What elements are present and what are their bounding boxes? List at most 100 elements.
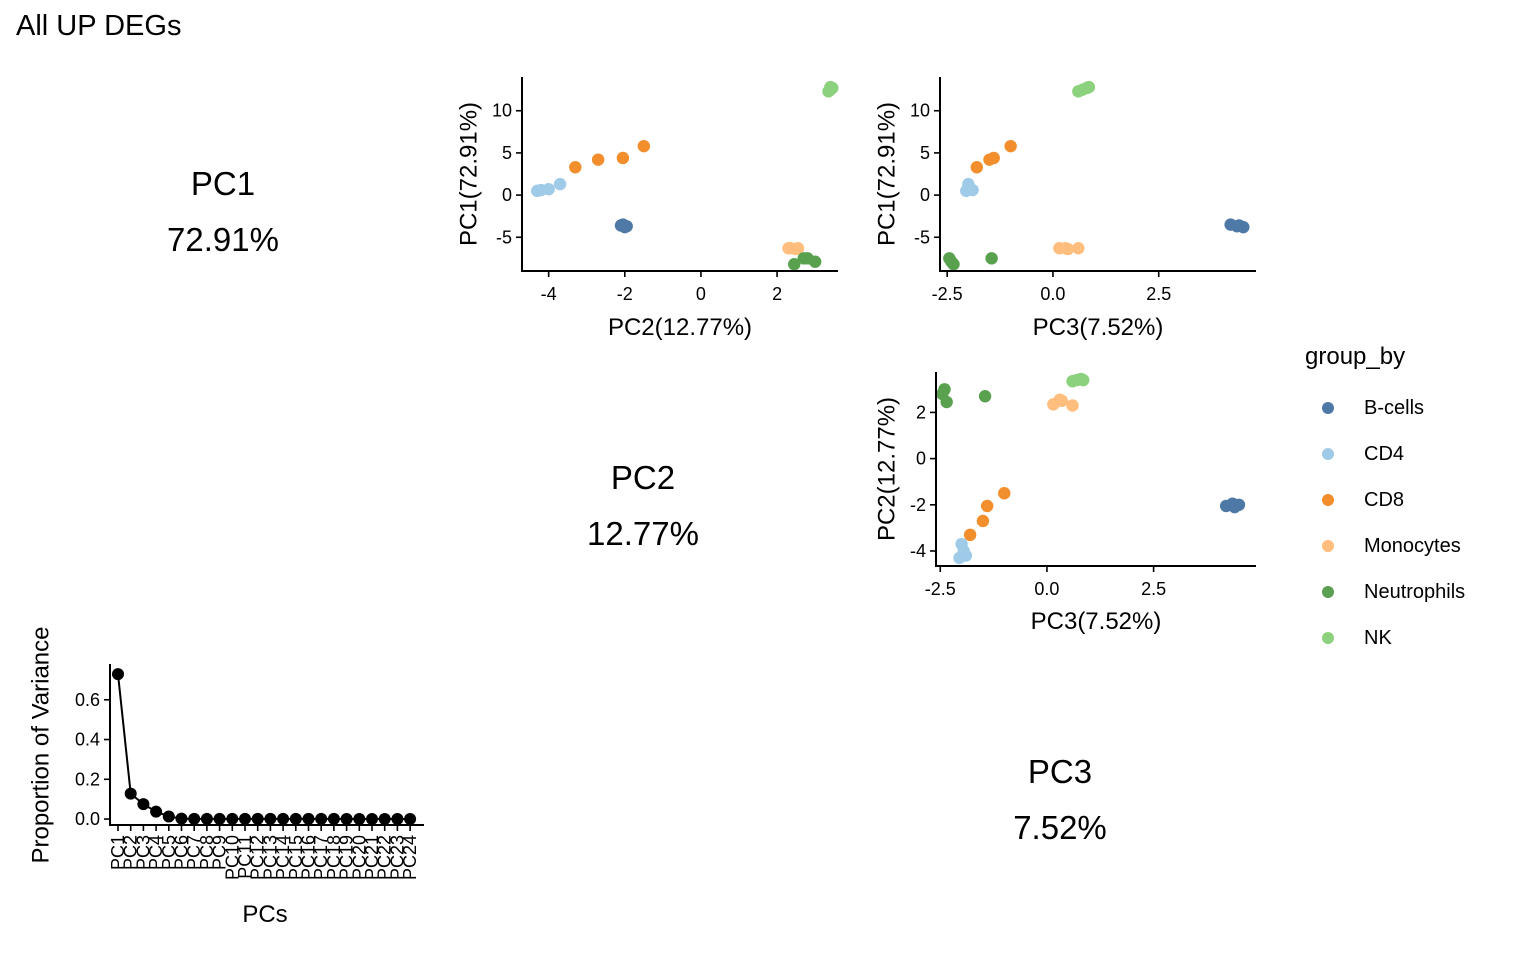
data-point-neutrophils — [947, 258, 960, 271]
scree-point-pc13 — [264, 812, 277, 825]
data-point-monocytes — [1072, 242, 1085, 255]
x-tick-label: 2.5 — [1141, 579, 1166, 599]
data-point-b-cells — [1237, 220, 1250, 234]
scree-point-pc10 — [226, 812, 239, 825]
scree-point-pc21 — [366, 813, 378, 826]
data-point-neutrophils — [788, 258, 801, 271]
x-axis-title: PCs — [242, 901, 287, 928]
legend-item: Neutrophils — [1305, 569, 1465, 615]
legend-label: Neutrophils — [1364, 580, 1466, 603]
y-tick-label: 0 — [920, 185, 930, 205]
scree-point-pc6 — [175, 812, 188, 825]
x-tick-label: -2 — [617, 284, 633, 304]
x-tick-label: 0.0 — [1034, 579, 1059, 599]
diagonal-pc2-label: PC2 — [610, 459, 676, 496]
data-point-cd8 — [998, 487, 1011, 500]
data-point-monocytes — [782, 242, 795, 255]
y-tick-label: -4 — [910, 541, 926, 561]
legend: group_by B-cells CD4 CD8 Monocytes Neutrophi… — [1305, 343, 1465, 661]
diagonal-pc1: PC1 72.91% — [93, 156, 353, 268]
data-point-neutrophils — [797, 252, 810, 265]
data-point-cd8 — [569, 161, 582, 174]
scree-point-pc12 — [251, 812, 264, 825]
scree-point-pc22 — [378, 813, 391, 826]
legend-item: CD4 — [1305, 431, 1465, 477]
x-tick-label: PC20 — [349, 835, 369, 880]
x-tick-label: -2.5 — [925, 579, 956, 599]
figure-title: All UP DEGs — [16, 10, 182, 42]
legend-key-dot — [1322, 632, 1334, 644]
x-tick-label: PC2 — [121, 835, 141, 870]
legend-key-dot — [1322, 494, 1334, 506]
x-tick-label: PC17 — [311, 835, 331, 880]
y-axis-title: PC1(72.91%) — [455, 102, 482, 246]
data-point-cd4 — [966, 183, 979, 197]
x-tick-label: PC8 — [197, 835, 217, 870]
y-tick-label: 2 — [916, 402, 926, 422]
scree-point-pc4 — [150, 805, 163, 818]
data-point-neutrophils — [985, 252, 998, 265]
scree-line — [117, 674, 411, 821]
legend-label: CD4 — [1364, 442, 1405, 465]
scree-point-pc16 — [302, 812, 315, 825]
y-axis-title: PC1(72.91%) — [873, 102, 900, 246]
x-tick-label: PC18 — [324, 835, 344, 880]
y-tick-label: -5 — [914, 227, 930, 247]
diagonal-pc1-label: PC1 — [190, 165, 256, 202]
scree-point-pc15 — [289, 812, 302, 825]
y-tick-label: 10 — [910, 101, 930, 121]
legend-label: B-cells — [1364, 396, 1425, 419]
scree-point-pc8 — [200, 812, 213, 825]
x-tick-label: 2.5 — [1146, 284, 1171, 304]
scree-point-pc18 — [327, 812, 340, 825]
legend-item: B-cells — [1305, 385, 1465, 431]
y-tick-label: 10 — [492, 101, 512, 121]
scree-point-pc5 — [162, 810, 175, 823]
x-tick-label: 0.0 — [1040, 284, 1065, 304]
y-tick-label: 0.0 — [75, 809, 100, 829]
y-tick-label: 5 — [502, 143, 512, 163]
data-point-cd8 — [970, 161, 984, 174]
data-point-cd8 — [637, 139, 651, 153]
data-point-monocytes — [1053, 393, 1066, 406]
data-point-cd4 — [534, 183, 548, 197]
x-axis-title: PC3(7.52%) — [1031, 608, 1162, 635]
x-tick-label: PC13 — [260, 835, 280, 880]
data-point-monocytes — [791, 242, 805, 255]
legend-key-dot — [1322, 448, 1334, 460]
y-axis-title: Proportion of Variance — [27, 626, 54, 863]
scatter-panel-pc3-vs-pc1: -2.5 0.0 2.5 10 5 0 -5 PC3(7.52%) PC1(72.91%) — [873, 77, 1256, 341]
data-point-cd8 — [963, 528, 977, 542]
data-point-b-cells — [618, 220, 631, 234]
x-tick-label: PC19 — [337, 835, 357, 880]
scree-point-pc17 — [315, 812, 328, 825]
x-tick-label: -2.5 — [932, 284, 963, 304]
x-tick-label: PC14 — [273, 835, 293, 880]
scree-point-pc23 — [391, 813, 404, 826]
data-point-cd8 — [591, 153, 605, 166]
scree-point-pc11 — [239, 812, 251, 825]
x-tick-label: PC6 — [172, 835, 192, 870]
scatter-panel-pc2-vs-pc1: -4 -2 0 2 10 5 0 -5 PC2(12.77%) PC1(72.91%) — [455, 77, 839, 341]
data-point-b-cells — [1232, 498, 1246, 511]
data-point-cd8 — [987, 151, 1000, 165]
x-tick-label: PC3 — [133, 835, 153, 870]
data-point-nk — [1077, 373, 1090, 387]
x-tick-label: PC5 — [159, 835, 179, 870]
x-tick-label: PC9 — [210, 835, 230, 870]
y-tick-label: 0.4 — [75, 730, 100, 750]
scree-point-pc2 — [124, 787, 137, 800]
diagonal-pc2: PC2 12.77% — [513, 450, 773, 562]
data-point-cd4 — [955, 537, 968, 551]
x-tick-label: PC24 — [400, 835, 420, 880]
x-tick-label: PC11 — [235, 835, 255, 879]
x-tick-label: -4 — [541, 284, 557, 304]
y-tick-label: -2 — [910, 495, 926, 515]
y-tick-label: 0.6 — [75, 690, 100, 710]
data-point-neutrophils — [808, 255, 822, 268]
scree-point-pc19 — [340, 813, 353, 826]
data-point-cd8 — [981, 499, 994, 513]
data-point-monocytes — [1059, 242, 1072, 255]
legend-key-dot — [1322, 586, 1334, 598]
legend-title: group_by — [1305, 343, 1406, 370]
